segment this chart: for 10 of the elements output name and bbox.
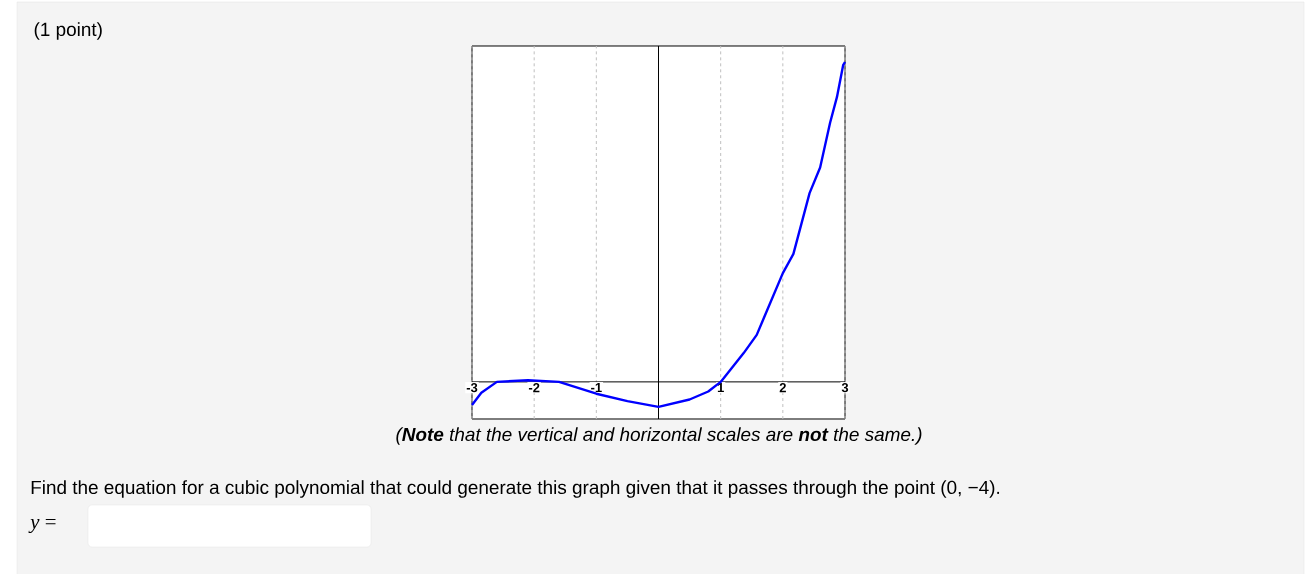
x-tick-label: 2 [779,383,786,393]
text: (Note that the vertical and horizontal scales are not the same.) [396,427,922,445]
text: (1 point) [34,22,102,40]
x-tick-label: 1 [717,383,724,392]
x-tick-label: -1 [591,383,602,392]
x-tick-label: -3 [466,383,478,393]
text: Find the equation for a cubic polynomial that could generate this graph given that it passes through the point (0, −4). [31,480,1000,498]
x-tick-label: 3 [841,383,849,393]
x-tick-label: -2 [528,383,540,393]
text: y = [28,518,56,534]
